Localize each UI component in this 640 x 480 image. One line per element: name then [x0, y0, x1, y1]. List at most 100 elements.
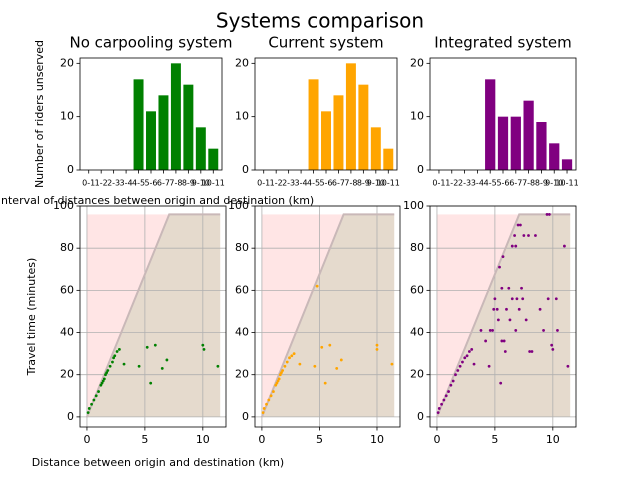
y-tick-label: 10 [235, 110, 249, 123]
point [493, 297, 497, 301]
point [153, 343, 157, 347]
point [507, 286, 511, 290]
boundary-line [436, 213, 571, 418]
point [94, 394, 98, 398]
bar [383, 148, 394, 170]
point [516, 223, 520, 227]
x-tick-label: 10 [546, 433, 560, 446]
point [449, 383, 453, 387]
y-tick-label: 20 [60, 56, 74, 69]
x-tick-label: 1-2 [445, 179, 458, 188]
point [122, 362, 126, 366]
point [499, 381, 503, 385]
x-tick-label: 0-1 [82, 179, 95, 188]
bar [523, 100, 534, 170]
x-tick-label: 10-11 [555, 179, 578, 188]
point [106, 369, 110, 372]
point [538, 307, 542, 311]
point [281, 369, 285, 372]
point [160, 366, 164, 370]
panel: 0 20 40 60 80 100 0 5 10 [228, 199, 401, 446]
point [454, 373, 457, 377]
x-tick-label: 10-11 [377, 179, 400, 188]
point [442, 398, 446, 402]
point [527, 234, 530, 237]
y-tick-label: 20 [410, 368, 424, 381]
point [339, 358, 343, 362]
x-tick-label: 9-10 [192, 179, 210, 188]
x-axis-label: Interval of distances between origin and… [0, 194, 314, 207]
x-tick-label: 5-6 [496, 179, 509, 188]
point [315, 284, 319, 288]
point [87, 407, 91, 410]
point [90, 402, 93, 406]
axes-title: No carpooling system [69, 34, 232, 52]
point [292, 352, 296, 356]
point [508, 318, 512, 322]
bar [497, 116, 509, 170]
bar [195, 127, 206, 170]
point [547, 213, 551, 216]
x-tick-label: 8-9 [357, 179, 370, 188]
x-tick-label: 7-8 [522, 179, 535, 188]
y-tick-label: 0 [67, 410, 74, 423]
y-tick-label: 40 [235, 326, 249, 339]
y-tick-label: 10 [60, 110, 74, 123]
y-tick-label: 0 [417, 410, 424, 423]
bar [321, 111, 331, 170]
x-tick-label: 3-4 [471, 179, 484, 188]
point [100, 381, 104, 385]
x-tick-label: 5 [491, 433, 498, 446]
point [510, 297, 514, 301]
point [440, 402, 443, 406]
x-tick-label: 6-7 [332, 179, 345, 188]
point [447, 390, 450, 393]
point [288, 356, 291, 360]
point [488, 329, 492, 332]
point [375, 347, 379, 351]
y-tick-label: 10 [410, 110, 424, 123]
panel: 0 10 20 0-1 1-2 2-3 3-4 4-5 5-6 6-7 7-8 8-99-1010-1… [235, 34, 400, 188]
point [530, 350, 534, 353]
point [505, 307, 508, 311]
point [522, 234, 526, 237]
y-axis-label: Travel time (minutes) [25, 258, 38, 377]
y-tick-label: 0 [67, 163, 74, 176]
x-tick-label: 10 [370, 433, 384, 446]
point [92, 398, 96, 402]
point [280, 371, 283, 374]
point [461, 360, 464, 364]
bar [133, 79, 144, 170]
point [487, 364, 491, 368]
point [274, 383, 278, 387]
point [277, 377, 281, 381]
point [521, 297, 525, 301]
point [444, 394, 448, 398]
point [272, 390, 275, 393]
point [290, 354, 294, 358]
point [500, 339, 504, 343]
x-tick-label: 5-6 [319, 179, 332, 188]
point [375, 343, 379, 347]
y-tick-label: 20 [60, 368, 74, 381]
feasible-region [86, 214, 221, 417]
x-tick-label: 7-8 [344, 179, 357, 188]
bar [146, 111, 156, 170]
point [451, 379, 455, 383]
point [437, 407, 441, 410]
bar [345, 63, 356, 171]
point [285, 360, 289, 364]
x-tick-label: 10-11 [202, 179, 225, 188]
point [502, 339, 506, 343]
x-tick-label: 4-5 [132, 179, 145, 188]
y-tick-label: 60 [60, 283, 74, 296]
point [515, 297, 519, 301]
x-tick-label: 1-2 [95, 179, 108, 188]
point [102, 377, 106, 381]
y-tick-label: 80 [60, 241, 74, 254]
panel: 0 20 40 60 80 100 0 5 10 Distance between origin … [25, 199, 284, 469]
y-tick-label: 0 [242, 163, 249, 176]
point [520, 286, 523, 290]
point [496, 318, 500, 322]
